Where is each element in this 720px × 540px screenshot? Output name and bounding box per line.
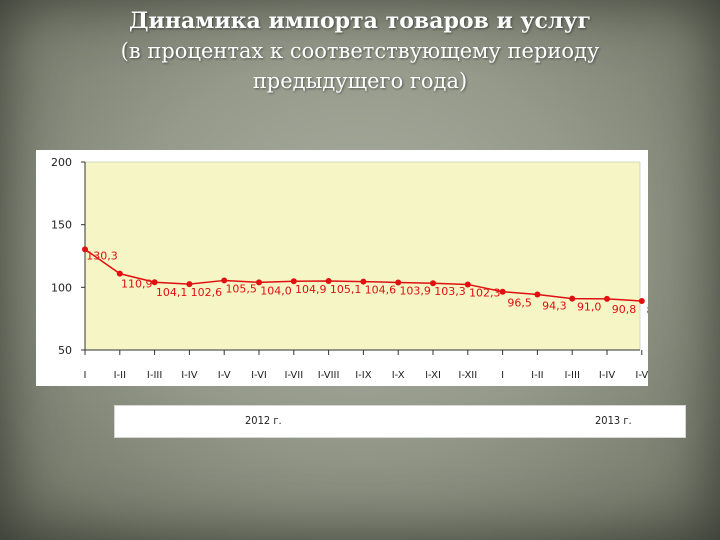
- data-point: [569, 295, 576, 302]
- x-tick-label: I-X: [392, 370, 405, 381]
- x-tick-label: I-II: [531, 370, 543, 381]
- data-label: 91,0: [577, 301, 602, 314]
- x-tick-label: I-II: [114, 370, 126, 381]
- x-tick-label: I-VII: [284, 370, 303, 381]
- data-label: 104,6: [365, 284, 397, 297]
- data-label: 102,6: [191, 286, 223, 299]
- x-tick-label: I-IV: [599, 370, 616, 381]
- data-label: 102,3: [469, 286, 501, 299]
- x-tick-label: I-V: [218, 370, 231, 381]
- data-label: 96,5: [507, 297, 531, 310]
- data-point: [430, 280, 436, 287]
- x-tick-label: I-XI: [425, 370, 441, 381]
- data-label: 94,3: [542, 299, 567, 312]
- x-tick-label: I-III: [564, 370, 579, 381]
- data-point: [82, 246, 88, 253]
- data-label: 89,1: [647, 304, 648, 317]
- data-point: [464, 281, 471, 288]
- data-label: 110,9: [121, 278, 153, 291]
- x-tick-label: I-V: [635, 370, 648, 381]
- year-legend: 2012 г. 2013 г.: [114, 405, 686, 438]
- x-tick-label: I: [84, 370, 87, 381]
- y-tick-label: 150: [51, 219, 72, 232]
- data-point: [360, 278, 367, 285]
- chart-area: 50 100 150 200 I I-II I-III I-IV I-V I-VI I-VII I-V…: [36, 150, 671, 386]
- slide-title: Динамика импорта товаров и услуг (в проц…: [40, 6, 680, 96]
- plot-area: [84, 161, 641, 351]
- data-point: [499, 288, 506, 295]
- data-label: 104,0: [260, 284, 292, 297]
- y-tick-label: 50: [58, 344, 72, 357]
- x-tick-label: I-III: [147, 370, 162, 381]
- title-line-1: Динамика импорта товаров и услуг: [129, 8, 591, 34]
- y-tick-label: 100: [51, 281, 72, 294]
- x-tick-label: I: [501, 370, 504, 381]
- x-tick-label: I-IV: [181, 370, 198, 381]
- data-label: 104,1: [156, 286, 188, 299]
- data-point: [534, 291, 541, 298]
- data-label: 90,8: [612, 303, 637, 316]
- data-point: [256, 279, 262, 286]
- x-tick-label: I-VIII: [318, 370, 340, 381]
- data-label: 104,9: [295, 283, 327, 296]
- data-point: [186, 281, 193, 288]
- data-label: 103,9: [399, 284, 431, 297]
- data-point: [290, 278, 297, 285]
- data-label: 105,5: [225, 282, 257, 295]
- title-line-3: предыдущего года): [252, 69, 468, 93]
- x-tick-label: I-VI: [251, 370, 267, 381]
- data-point: [116, 270, 123, 277]
- y-tick-label: 200: [51, 156, 72, 169]
- data-label: 130,3: [86, 249, 118, 262]
- data-label: 105,1: [330, 283, 362, 296]
- data-point: [151, 279, 158, 286]
- x-tick-label: I-XII: [458, 370, 477, 381]
- data-point: [221, 277, 228, 284]
- data-label: 103,3: [434, 285, 466, 298]
- year-label-2013: 2013 г.: [595, 414, 632, 427]
- year-label-2012: 2012 г.: [245, 414, 282, 427]
- x-tick-label: I-IX: [355, 370, 372, 381]
- data-point: [638, 297, 645, 304]
- data-point: [395, 279, 402, 286]
- data-point: [604, 295, 610, 302]
- data-point: [325, 277, 332, 284]
- title-line-2: (в процентах к соответствующему периоду: [120, 39, 600, 63]
